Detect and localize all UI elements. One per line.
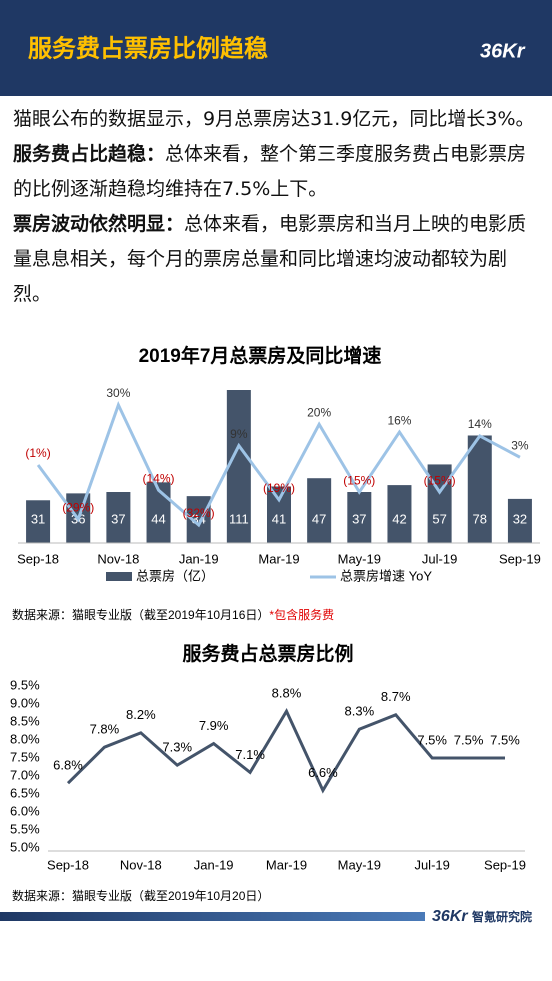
line-label: 7.1% — [235, 747, 265, 762]
x-tick-label: Sep-19 — [499, 551, 541, 566]
body-text: 猫眼公布的数据显示，9月总票房达31.9亿元，同比增长3%。 服务费占比趋稳：总体… — [13, 102, 541, 312]
y-tick-label: 6.5% — [10, 785, 40, 800]
line-label: 6.6% — [308, 765, 338, 780]
bar-label: 37 — [111, 511, 125, 526]
line-label: 7.5% — [490, 732, 520, 747]
line-label: 14% — [468, 417, 492, 431]
y-tick-label: 5.0% — [10, 839, 40, 854]
bar-label: 37 — [352, 511, 366, 526]
bar — [106, 492, 131, 543]
x-tick-label: Nov-18 — [120, 857, 162, 872]
bar — [26, 500, 51, 543]
line-label: (14%) — [143, 471, 175, 485]
line-label: 16% — [387, 413, 411, 427]
bar-label: 57 — [432, 511, 446, 526]
y-tick-label: 8.5% — [10, 713, 40, 728]
x-tick-label: Sep-18 — [47, 857, 89, 872]
line-label: 9% — [230, 427, 248, 441]
y-tick-label: 7.5% — [10, 749, 40, 764]
footer-band — [0, 912, 425, 921]
bold-run: 票房波动依然明显： — [13, 213, 185, 235]
bar-label: 41 — [272, 511, 286, 526]
legend-label: 总票房增速 YoY — [340, 568, 432, 583]
line-label: (19%) — [263, 481, 295, 495]
y-tick-label: 9.5% — [10, 677, 40, 692]
footer-logo: 36Kr — [432, 908, 468, 925]
line-label: 30% — [106, 386, 130, 400]
line-label: 3% — [511, 438, 529, 452]
y-tick-label: 5.5% — [10, 821, 40, 836]
source-note: 数据来源：猫眼专业版（截至2019年10月16日）*包含服务费 — [12, 607, 334, 622]
line-label: 7.5% — [454, 732, 484, 747]
x-tick-label: Mar-19 — [266, 857, 307, 872]
x-tick-label: May-19 — [338, 551, 381, 566]
bar-label: 44 — [151, 511, 165, 526]
line-label: 6.8% — [53, 758, 83, 773]
header-band — [0, 0, 552, 96]
line-label: 7.3% — [162, 740, 192, 755]
line-label: 8.2% — [126, 707, 156, 722]
text-run: 总体来看，整个第三季度服务费占电影票房的比例逐渐趋稳均维持在7.5%上下。 — [13, 143, 527, 200]
line-label: (29%) — [62, 500, 94, 514]
chart-title: 2019年7月总票房及同比增速 — [139, 344, 382, 367]
x-tick-label: Jul-19 — [414, 857, 449, 872]
bar-label: 111 — [229, 511, 249, 526]
line-label: 7.5% — [417, 732, 447, 747]
source-note: 数据来源：猫眼专业版（截至2019年10月20日） — [12, 888, 269, 903]
line-label: (15%) — [343, 473, 375, 487]
x-tick-label: Nov-18 — [97, 551, 139, 566]
y-tick-label: 9.0% — [10, 695, 40, 710]
legend-label: 总票房（亿） — [136, 568, 214, 583]
header-title: 服务费占票房比例趋稳 — [28, 34, 268, 62]
bar — [226, 390, 251, 543]
bar — [347, 492, 372, 543]
paragraph: 票房波动依然明显：总体来看，电影票房和当月上映的电影质量息息相关，每个月的票房总… — [13, 207, 541, 312]
line-label: 20% — [307, 406, 331, 420]
bar — [387, 485, 412, 543]
line-label: 8.8% — [272, 686, 302, 701]
x-tick-label: Sep-18 — [17, 551, 59, 566]
x-tick-label: Jan-19 — [179, 551, 219, 566]
footer-text: 智氪研究院 — [471, 909, 532, 924]
bar-label: 31 — [31, 511, 45, 526]
bar — [146, 482, 171, 543]
line-label: 7.9% — [199, 718, 229, 733]
yoy-line — [36, 401, 521, 528]
paragraph: 服务费占比趋稳：总体来看，整个第三季度服务费占电影票房的比例逐渐趋稳均维持在7.… — [13, 137, 541, 207]
text-run: 猫眼公布的数据显示，9月总票房达31.9亿元，同比增长3%。 — [13, 108, 535, 130]
bar-label: 78 — [473, 511, 487, 526]
x-tick-label: Jul-19 — [422, 551, 457, 566]
text-run: 总体来看，电影票房和当月上映的电影质量息息相关，每个月的票房总量和同比增速均波动… — [13, 213, 527, 305]
line-label: (1%) — [25, 446, 50, 460]
x-tick-label: Jan-19 — [194, 857, 234, 872]
line-label: 7.8% — [90, 722, 120, 737]
bar — [507, 498, 532, 543]
bar — [267, 486, 291, 543]
y-tick-label: 6.0% — [10, 803, 40, 818]
bar-label: 32 — [513, 511, 527, 526]
line-label: 8.3% — [345, 704, 375, 719]
header-logo: 36Kr — [480, 40, 526, 62]
bar — [307, 478, 332, 543]
bold-run: 服务费占比趋稳： — [13, 143, 166, 165]
line-label: 8.7% — [381, 689, 411, 704]
y-tick-label: 8.0% — [10, 731, 40, 746]
y-tick-label: 7.0% — [10, 767, 40, 782]
source-footnote: *包含服务费 — [269, 607, 334, 622]
x-tick-label: May-19 — [338, 857, 381, 872]
line-label: (32%) — [183, 506, 215, 520]
source: 数据来源：猫眼专业版（截至2019年10月16日） — [12, 607, 269, 622]
line-label: (15%) — [424, 473, 456, 487]
ratio-line — [66, 707, 505, 794]
x-tick-label: Mar-19 — [258, 551, 299, 566]
x-tick-label: Sep-19 — [484, 857, 526, 872]
bar-label: 47 — [312, 511, 326, 526]
bar-label: 42 — [392, 511, 406, 526]
chart-title: 服务费占总票房比例 — [182, 642, 353, 665]
bar — [467, 435, 492, 543]
legend-swatch — [106, 572, 132, 581]
paragraph: 猫眼公布的数据显示，9月总票房达31.9亿元，同比增长3%。 — [13, 102, 541, 137]
